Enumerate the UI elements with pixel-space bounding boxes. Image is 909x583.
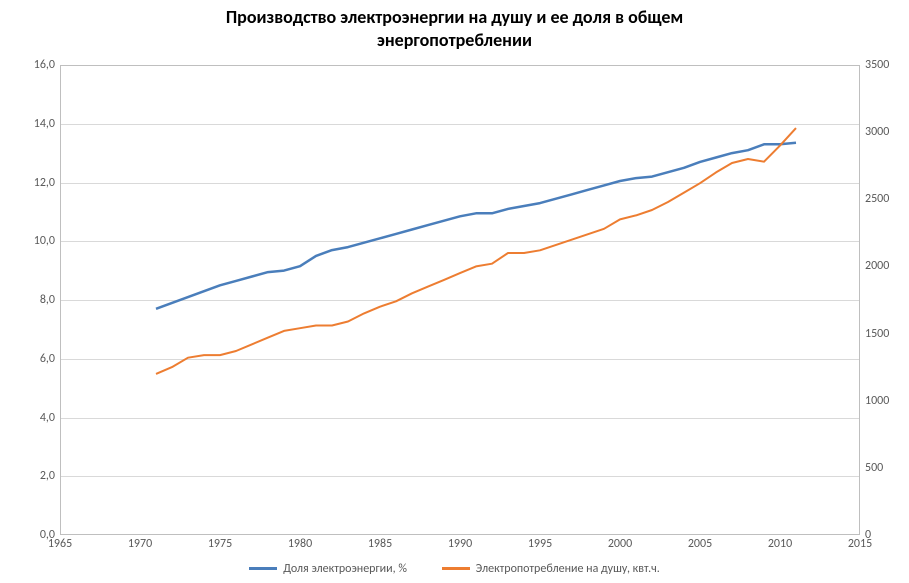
x-tick: 1995 (528, 538, 552, 550)
chart-title: Производство электроэнергии на душу и ее… (0, 6, 909, 51)
legend: Доля электроэнергии, % Электропотреблени… (0, 560, 909, 576)
y-axis-right-labels: 0500100015002000250030003500 (865, 65, 905, 535)
plot-area (60, 65, 860, 535)
y-axis-left-labels: 0,02,04,06,08,010,012,014,016,0 (0, 65, 55, 535)
y-right-tick: 500 (865, 462, 905, 474)
x-tick: 1965 (48, 538, 72, 550)
y-left-tick: 14,0 (0, 118, 55, 130)
chart-title-line2: энергопотреблении (377, 29, 532, 51)
x-tick: 2015 (848, 538, 872, 550)
legend-swatch-share (249, 567, 277, 570)
y-left-tick: 12,0 (0, 177, 55, 189)
x-tick: 2000 (608, 538, 632, 550)
chart-title-line1: Производство электроэнергии на душу и ее… (226, 6, 683, 28)
chart-container: Производство электроэнергии на душу и ее… (0, 0, 909, 583)
x-tick: 1985 (368, 538, 392, 550)
legend-swatch-percapita (442, 567, 470, 570)
series-line (156, 143, 796, 309)
legend-item-percapita: Электропотребление на душу, квт.ч. (442, 562, 660, 576)
y-right-tick: 1500 (865, 328, 905, 340)
y-right-tick: 3000 (865, 126, 905, 138)
series-line (156, 128, 796, 374)
y-right-tick: 2500 (865, 193, 905, 205)
legend-item-share: Доля электроэнергии, % (249, 562, 407, 576)
y-left-tick: 16,0 (0, 59, 55, 71)
y-left-tick: 8,0 (0, 294, 55, 306)
x-tick: 1980 (288, 538, 312, 550)
y-left-tick: 2,0 (0, 470, 55, 482)
y-left-tick: 10,0 (0, 235, 55, 247)
legend-label-share: Доля электроэнергии, % (283, 562, 407, 576)
x-tick: 1975 (208, 538, 232, 550)
x-tick: 1970 (128, 538, 152, 550)
x-tick: 1990 (448, 538, 472, 550)
y-right-tick: 2000 (865, 260, 905, 272)
x-tick: 2010 (768, 538, 792, 550)
y-left-tick: 4,0 (0, 412, 55, 424)
y-left-tick: 6,0 (0, 353, 55, 365)
y-left-tick: 0,0 (0, 529, 55, 541)
series-lines (60, 65, 860, 535)
legend-label-percapita: Электропотребление на душу, квт.ч. (476, 562, 660, 576)
y-right-tick: 1000 (865, 395, 905, 407)
y-right-tick: 3500 (865, 59, 905, 71)
x-tick: 2005 (688, 538, 712, 550)
